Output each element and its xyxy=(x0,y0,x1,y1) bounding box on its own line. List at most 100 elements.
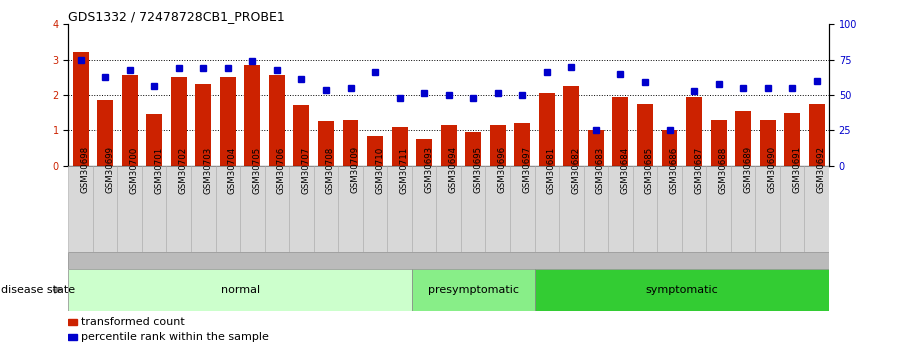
Bar xyxy=(118,166,142,252)
Bar xyxy=(122,76,138,166)
Bar xyxy=(461,166,486,252)
Text: transformed count: transformed count xyxy=(81,317,185,327)
Bar xyxy=(780,166,804,252)
Bar xyxy=(142,166,167,252)
Text: GSM30681: GSM30681 xyxy=(547,146,556,194)
Bar xyxy=(686,97,702,166)
Bar xyxy=(490,125,506,166)
Bar xyxy=(264,166,289,252)
Bar xyxy=(195,84,211,166)
Text: GSM30696: GSM30696 xyxy=(497,146,507,194)
Bar xyxy=(241,166,264,252)
Bar xyxy=(318,121,334,166)
Text: GSM30707: GSM30707 xyxy=(302,146,311,194)
Bar xyxy=(441,125,456,166)
Text: GSM30709: GSM30709 xyxy=(351,146,360,194)
Bar xyxy=(563,86,579,166)
Bar xyxy=(538,93,555,166)
Bar xyxy=(191,166,216,252)
Bar xyxy=(633,166,657,252)
Bar xyxy=(387,166,412,252)
Bar xyxy=(466,132,481,166)
Bar xyxy=(486,166,510,252)
Bar xyxy=(170,77,187,166)
Bar xyxy=(412,269,535,310)
Bar xyxy=(760,120,775,166)
Text: GSM30704: GSM30704 xyxy=(228,146,237,194)
Text: symptomatic: symptomatic xyxy=(645,285,718,295)
Bar xyxy=(338,166,363,252)
Text: GSM30697: GSM30697 xyxy=(522,146,531,194)
Bar xyxy=(681,166,706,252)
Text: GSM30695: GSM30695 xyxy=(473,146,482,194)
Text: GSM30694: GSM30694 xyxy=(448,146,457,194)
Text: GSM30689: GSM30689 xyxy=(743,146,752,194)
Bar xyxy=(68,166,93,252)
Text: GSM30690: GSM30690 xyxy=(768,146,777,194)
Bar xyxy=(216,166,241,252)
Text: GSM30692: GSM30692 xyxy=(817,146,825,194)
Text: normal: normal xyxy=(220,285,260,295)
Text: GSM30685: GSM30685 xyxy=(645,146,654,194)
Text: GSM30682: GSM30682 xyxy=(571,146,580,194)
Bar xyxy=(637,104,653,166)
Bar xyxy=(584,166,609,252)
Bar xyxy=(68,334,77,340)
Text: GSM30684: GSM30684 xyxy=(620,146,630,194)
Bar xyxy=(436,166,461,252)
Bar xyxy=(73,52,88,166)
Text: GSM30705: GSM30705 xyxy=(252,146,261,194)
Bar xyxy=(412,166,436,252)
Bar xyxy=(588,130,604,166)
Text: GSM30683: GSM30683 xyxy=(596,146,605,194)
Text: GSM30688: GSM30688 xyxy=(719,146,728,194)
Text: GDS1332 / 72478728CB1_PROBE1: GDS1332 / 72478728CB1_PROBE1 xyxy=(68,10,285,23)
Text: GSM30700: GSM30700 xyxy=(129,146,138,194)
Bar xyxy=(784,112,800,166)
Bar xyxy=(809,104,824,166)
Bar xyxy=(657,166,681,252)
Bar xyxy=(269,76,285,166)
Bar xyxy=(731,166,755,252)
Bar xyxy=(244,65,261,166)
Text: GSM30693: GSM30693 xyxy=(425,146,433,194)
Text: GSM30703: GSM30703 xyxy=(203,146,212,194)
Bar xyxy=(510,166,535,252)
Bar xyxy=(343,120,359,166)
Bar xyxy=(97,100,113,166)
Text: presymptomatic: presymptomatic xyxy=(427,285,518,295)
Bar xyxy=(661,130,678,166)
Bar xyxy=(93,166,118,252)
Bar xyxy=(804,166,829,252)
Text: GSM30708: GSM30708 xyxy=(326,146,335,194)
Bar xyxy=(147,114,162,166)
Bar xyxy=(711,120,727,166)
Bar xyxy=(220,77,236,166)
Bar xyxy=(289,166,313,252)
Text: GSM30706: GSM30706 xyxy=(277,146,286,194)
Bar xyxy=(416,139,432,166)
Bar xyxy=(293,106,310,166)
Text: GSM30699: GSM30699 xyxy=(105,146,114,194)
Text: GSM30686: GSM30686 xyxy=(670,146,679,194)
Bar xyxy=(559,166,584,252)
Text: GSM30701: GSM30701 xyxy=(154,146,163,194)
Bar xyxy=(167,166,191,252)
Text: GSM30698: GSM30698 xyxy=(80,146,89,194)
Bar xyxy=(535,269,829,310)
Text: disease state: disease state xyxy=(1,285,75,295)
Bar xyxy=(68,269,412,310)
Bar xyxy=(68,319,77,325)
Bar xyxy=(612,97,629,166)
Text: GSM30710: GSM30710 xyxy=(375,146,384,194)
Bar xyxy=(755,166,780,252)
Bar xyxy=(313,166,338,252)
Bar xyxy=(535,166,559,252)
Text: GSM30702: GSM30702 xyxy=(179,146,188,194)
Bar xyxy=(706,166,731,252)
Bar xyxy=(735,111,751,166)
Text: GSM30691: GSM30691 xyxy=(793,146,801,194)
Bar xyxy=(392,127,407,166)
Text: GSM30687: GSM30687 xyxy=(694,146,703,194)
Text: GSM30711: GSM30711 xyxy=(400,146,409,194)
